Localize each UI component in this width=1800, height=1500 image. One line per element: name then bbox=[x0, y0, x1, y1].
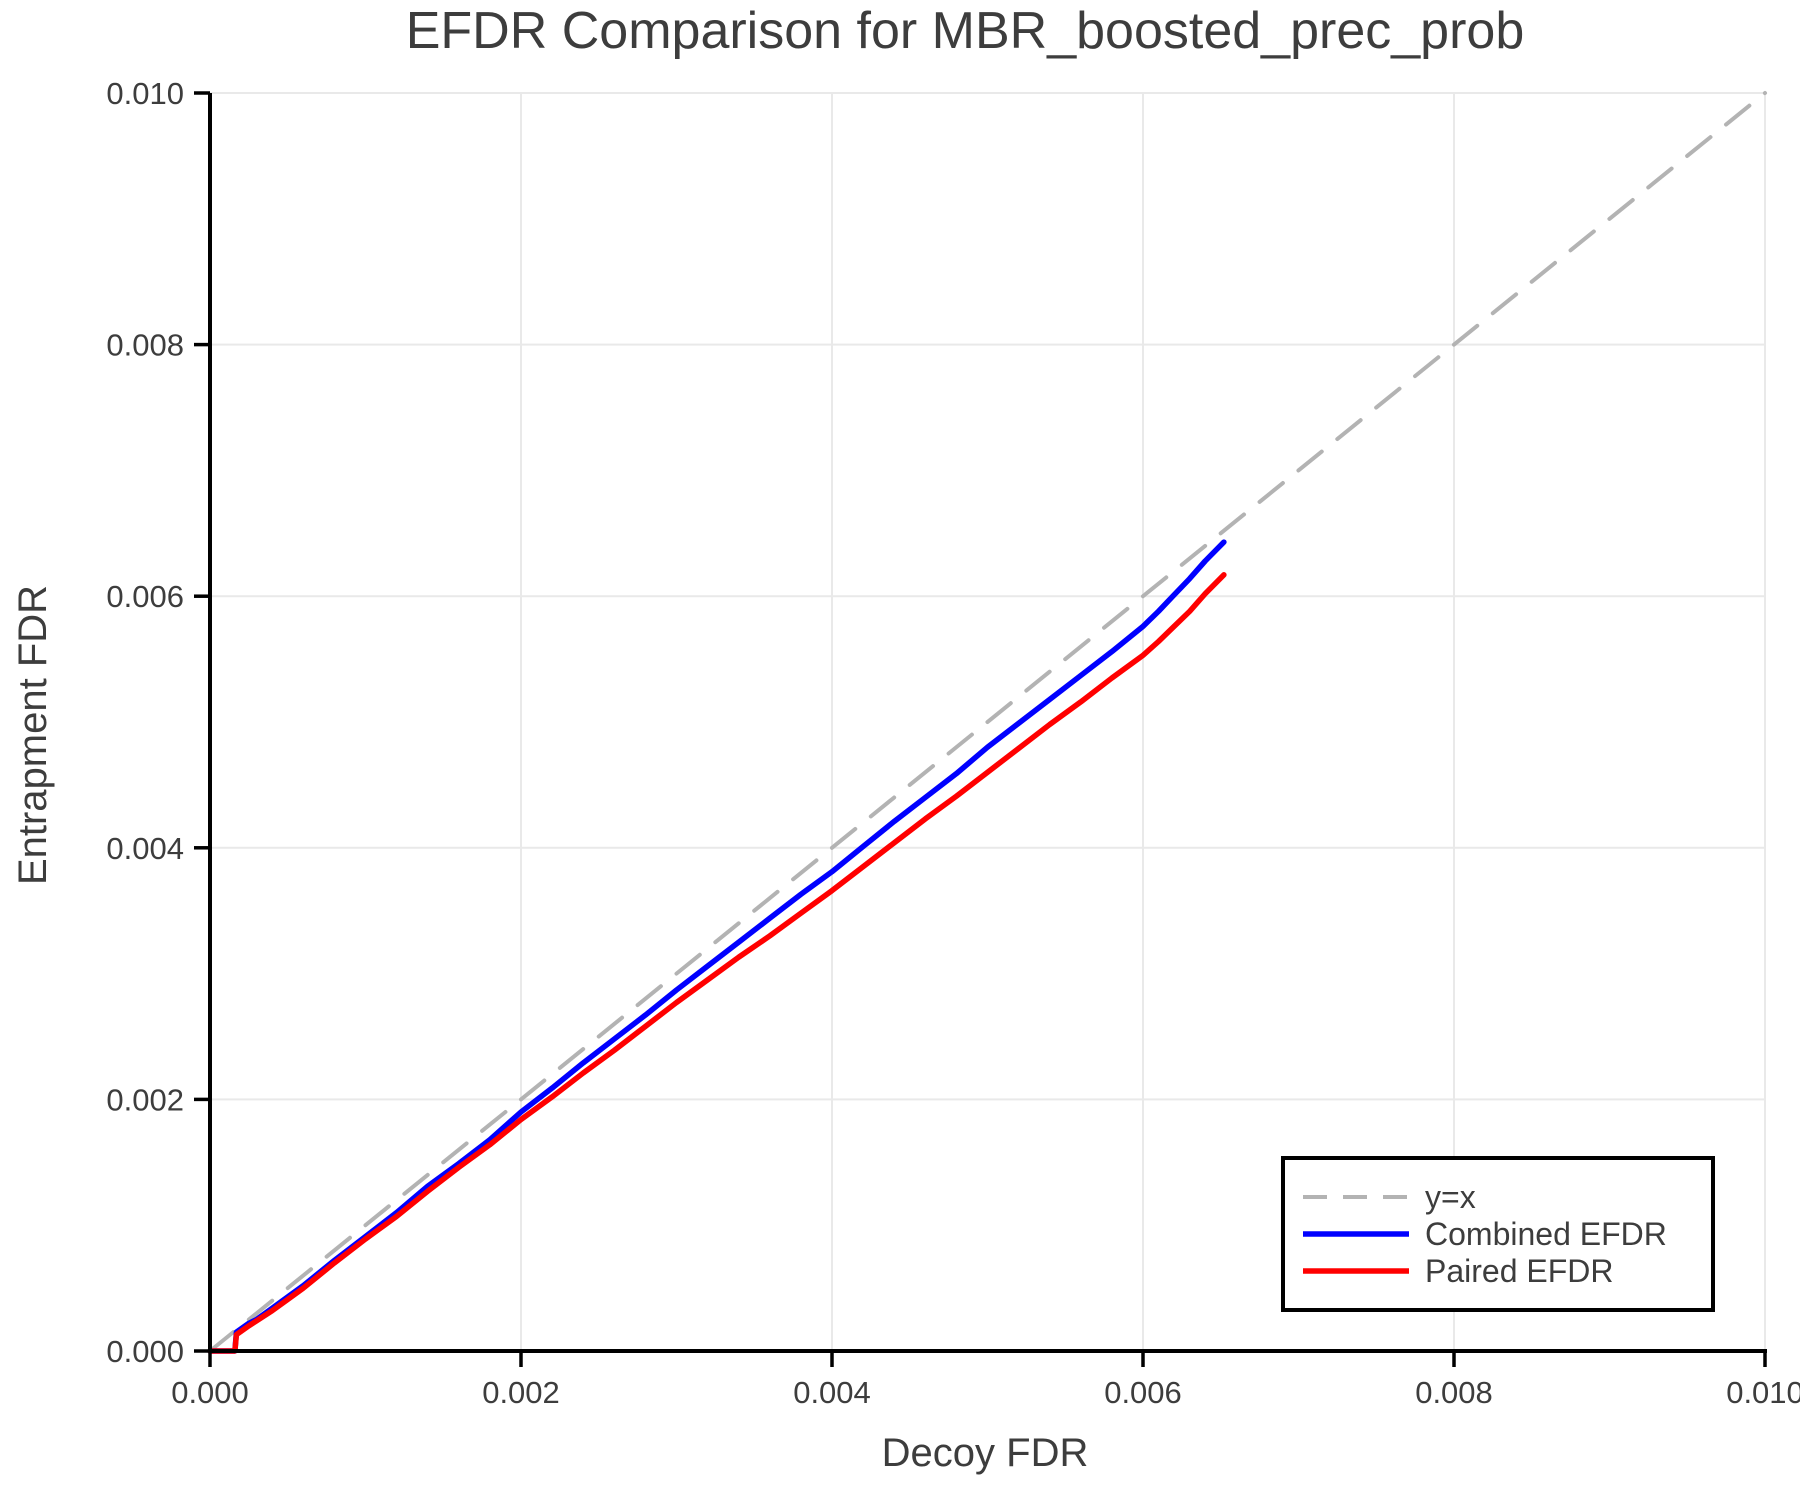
y-tick-label: 0.010 bbox=[106, 76, 184, 111]
series-paired-efdr bbox=[207, 572, 1227, 1354]
data-series bbox=[207, 91, 1767, 1354]
chart-title: EFDR Comparison for MBR_boosted_prec_pro… bbox=[406, 2, 1525, 60]
legend-label: Combined EFDR bbox=[1425, 1216, 1667, 1252]
x-tick-label: 0.006 bbox=[1104, 1375, 1182, 1410]
legend-label: Paired EFDR bbox=[1425, 1253, 1614, 1289]
axes-spines bbox=[208, 93, 1767, 1353]
x-tick-label: 0.004 bbox=[793, 1375, 871, 1410]
series-combined-efdr bbox=[207, 539, 1227, 1354]
y-tick-label: 0.004 bbox=[106, 831, 184, 866]
legend-label: y=x bbox=[1425, 1179, 1476, 1215]
axis-ticks bbox=[194, 91, 1767, 1367]
y-tick-label: 0.008 bbox=[106, 328, 184, 363]
gridlines bbox=[210, 92, 1766, 1351]
series-y-x bbox=[208, 91, 1767, 1353]
axis-tick-labels: 0.000 0.002 0.004 0.006 0.008 0.010 0.000 0.002… bbox=[106, 76, 1800, 1410]
y-tick-label: 0.002 bbox=[106, 1082, 184, 1117]
x-axis-label: Decoy FDR bbox=[882, 1431, 1089, 1475]
x-tick-label: 0.002 bbox=[482, 1375, 560, 1410]
x-tick-label: 0.010 bbox=[1726, 1375, 1800, 1410]
y-tick-label: 0.000 bbox=[106, 1334, 184, 1369]
x-tick-label: 0.008 bbox=[1415, 1375, 1493, 1410]
x-tick-label: 0.000 bbox=[171, 1375, 249, 1410]
y-axis-label: Entrapment FDR bbox=[11, 585, 55, 885]
y-tick-label: 0.006 bbox=[106, 579, 184, 614]
